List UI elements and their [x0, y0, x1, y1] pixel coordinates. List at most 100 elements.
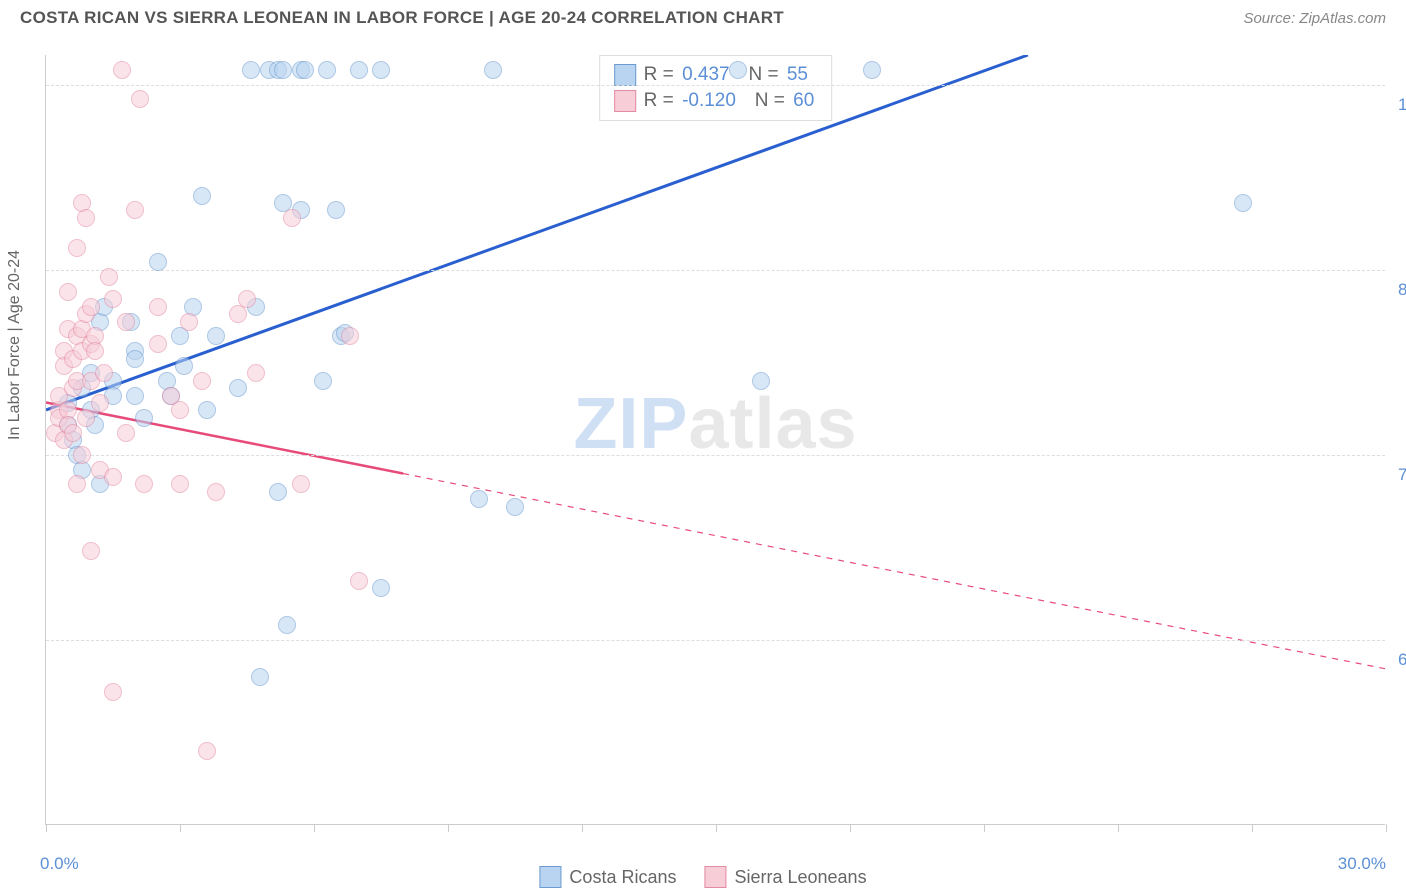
scatter-point [506, 498, 524, 516]
scatter-point [229, 379, 247, 397]
scatter-point [372, 579, 390, 597]
legend-swatch [704, 866, 726, 888]
scatter-point [171, 475, 189, 493]
scatter-point [242, 61, 260, 79]
chart-source: Source: ZipAtlas.com [1243, 10, 1386, 27]
scatter-point [278, 616, 296, 634]
gridline-h [46, 270, 1385, 271]
y-tick-label: 87.5% [1390, 280, 1406, 300]
scatter-point [113, 61, 131, 79]
trend-line [46, 55, 1028, 410]
scatter-point [104, 468, 122, 486]
x-tick [984, 824, 985, 832]
gridline-h [46, 85, 1385, 86]
scatter-point [314, 372, 332, 390]
x-tick [448, 824, 449, 832]
scatter-point [82, 298, 100, 316]
series-legend: Costa Ricans Sierra Leoneans [539, 866, 866, 888]
scatter-point [327, 201, 345, 219]
scatter-point [82, 542, 100, 560]
scatter-point [117, 313, 135, 331]
legend-stat-text: R = -0.120 N = 60 [644, 90, 818, 112]
scatter-point [207, 327, 225, 345]
scatter-point [149, 298, 167, 316]
legend-swatch [614, 90, 636, 112]
scatter-point [104, 290, 122, 308]
watermark-atlas: atlas [688, 384, 857, 464]
legend-stat-text: R = 0.437 N = 55 [644, 64, 811, 86]
scatter-point [126, 387, 144, 405]
x-tick [582, 824, 583, 832]
scatter-point [104, 683, 122, 701]
x-axis-max-label: 30.0% [1338, 854, 1386, 874]
watermark-zip: ZIP [573, 384, 688, 464]
scatter-point [131, 90, 149, 108]
scatter-point [752, 372, 770, 390]
scatter-point [207, 483, 225, 501]
scatter-point [68, 475, 86, 493]
y-tick-label: 75.0% [1390, 465, 1406, 485]
scatter-point [274, 61, 292, 79]
scatter-point [135, 409, 153, 427]
scatter-point [863, 61, 881, 79]
x-tick [314, 824, 315, 832]
scatter-point [247, 364, 265, 382]
scatter-point [296, 61, 314, 79]
scatter-point [68, 239, 86, 257]
trend-lines-layer [46, 55, 1385, 824]
scatter-point [193, 372, 211, 390]
scatter-point [180, 313, 198, 331]
x-tick [1118, 824, 1119, 832]
scatter-point [77, 409, 95, 427]
scatter-point [59, 283, 77, 301]
scatter-point [77, 209, 95, 227]
scatter-point [126, 201, 144, 219]
scatter-point [149, 335, 167, 353]
legend-bottom-item: Costa Ricans [539, 866, 676, 888]
legend-series-name: Sierra Leoneans [734, 867, 866, 888]
scatter-point [484, 61, 502, 79]
correlation-legend: R = 0.437 N = 55 R = -0.120 N = 60 [599, 55, 833, 121]
scatter-point [171, 401, 189, 419]
scatter-point [729, 61, 747, 79]
scatter-point [372, 61, 390, 79]
scatter-point [292, 475, 310, 493]
scatter-point [149, 253, 167, 271]
scatter-point [251, 668, 269, 686]
scatter-point [269, 483, 287, 501]
scatter-point [135, 475, 153, 493]
chart-header: COSTA RICAN VS SIERRA LEONEAN IN LABOR F… [0, 0, 1406, 32]
y-axis-label: In Labor Force | Age 20-24 [6, 250, 24, 440]
watermark: ZIPatlas [573, 383, 857, 465]
y-tick-label: 100.0% [1390, 95, 1406, 115]
scatter-point [283, 209, 301, 227]
chart-title: COSTA RICAN VS SIERRA LEONEAN IN LABOR F… [20, 8, 784, 28]
x-tick [180, 824, 181, 832]
y-tick-label: 62.5% [1390, 650, 1406, 670]
scatter-point [198, 401, 216, 419]
scatter-point [86, 342, 104, 360]
scatter-point [100, 268, 118, 286]
chart-plot-area: ZIPatlas R = 0.437 N = 55 R = -0.120 N = … [45, 55, 1385, 825]
scatter-point [117, 424, 135, 442]
legend-series-name: Costa Ricans [569, 867, 676, 888]
scatter-point [126, 350, 144, 368]
scatter-point [341, 327, 359, 345]
scatter-point [73, 446, 91, 464]
x-tick [1386, 824, 1387, 832]
scatter-point [238, 290, 256, 308]
gridline-h [46, 640, 1385, 641]
x-tick [46, 824, 47, 832]
legend-bottom-item: Sierra Leoneans [704, 866, 866, 888]
scatter-point [175, 357, 193, 375]
scatter-point [193, 187, 211, 205]
scatter-point [350, 572, 368, 590]
scatter-point [350, 61, 368, 79]
gridline-h [46, 455, 1385, 456]
x-axis-min-label: 0.0% [40, 854, 79, 874]
scatter-point [91, 394, 109, 412]
scatter-point [198, 742, 216, 760]
x-tick [1252, 824, 1253, 832]
scatter-point [318, 61, 336, 79]
x-tick [850, 824, 851, 832]
